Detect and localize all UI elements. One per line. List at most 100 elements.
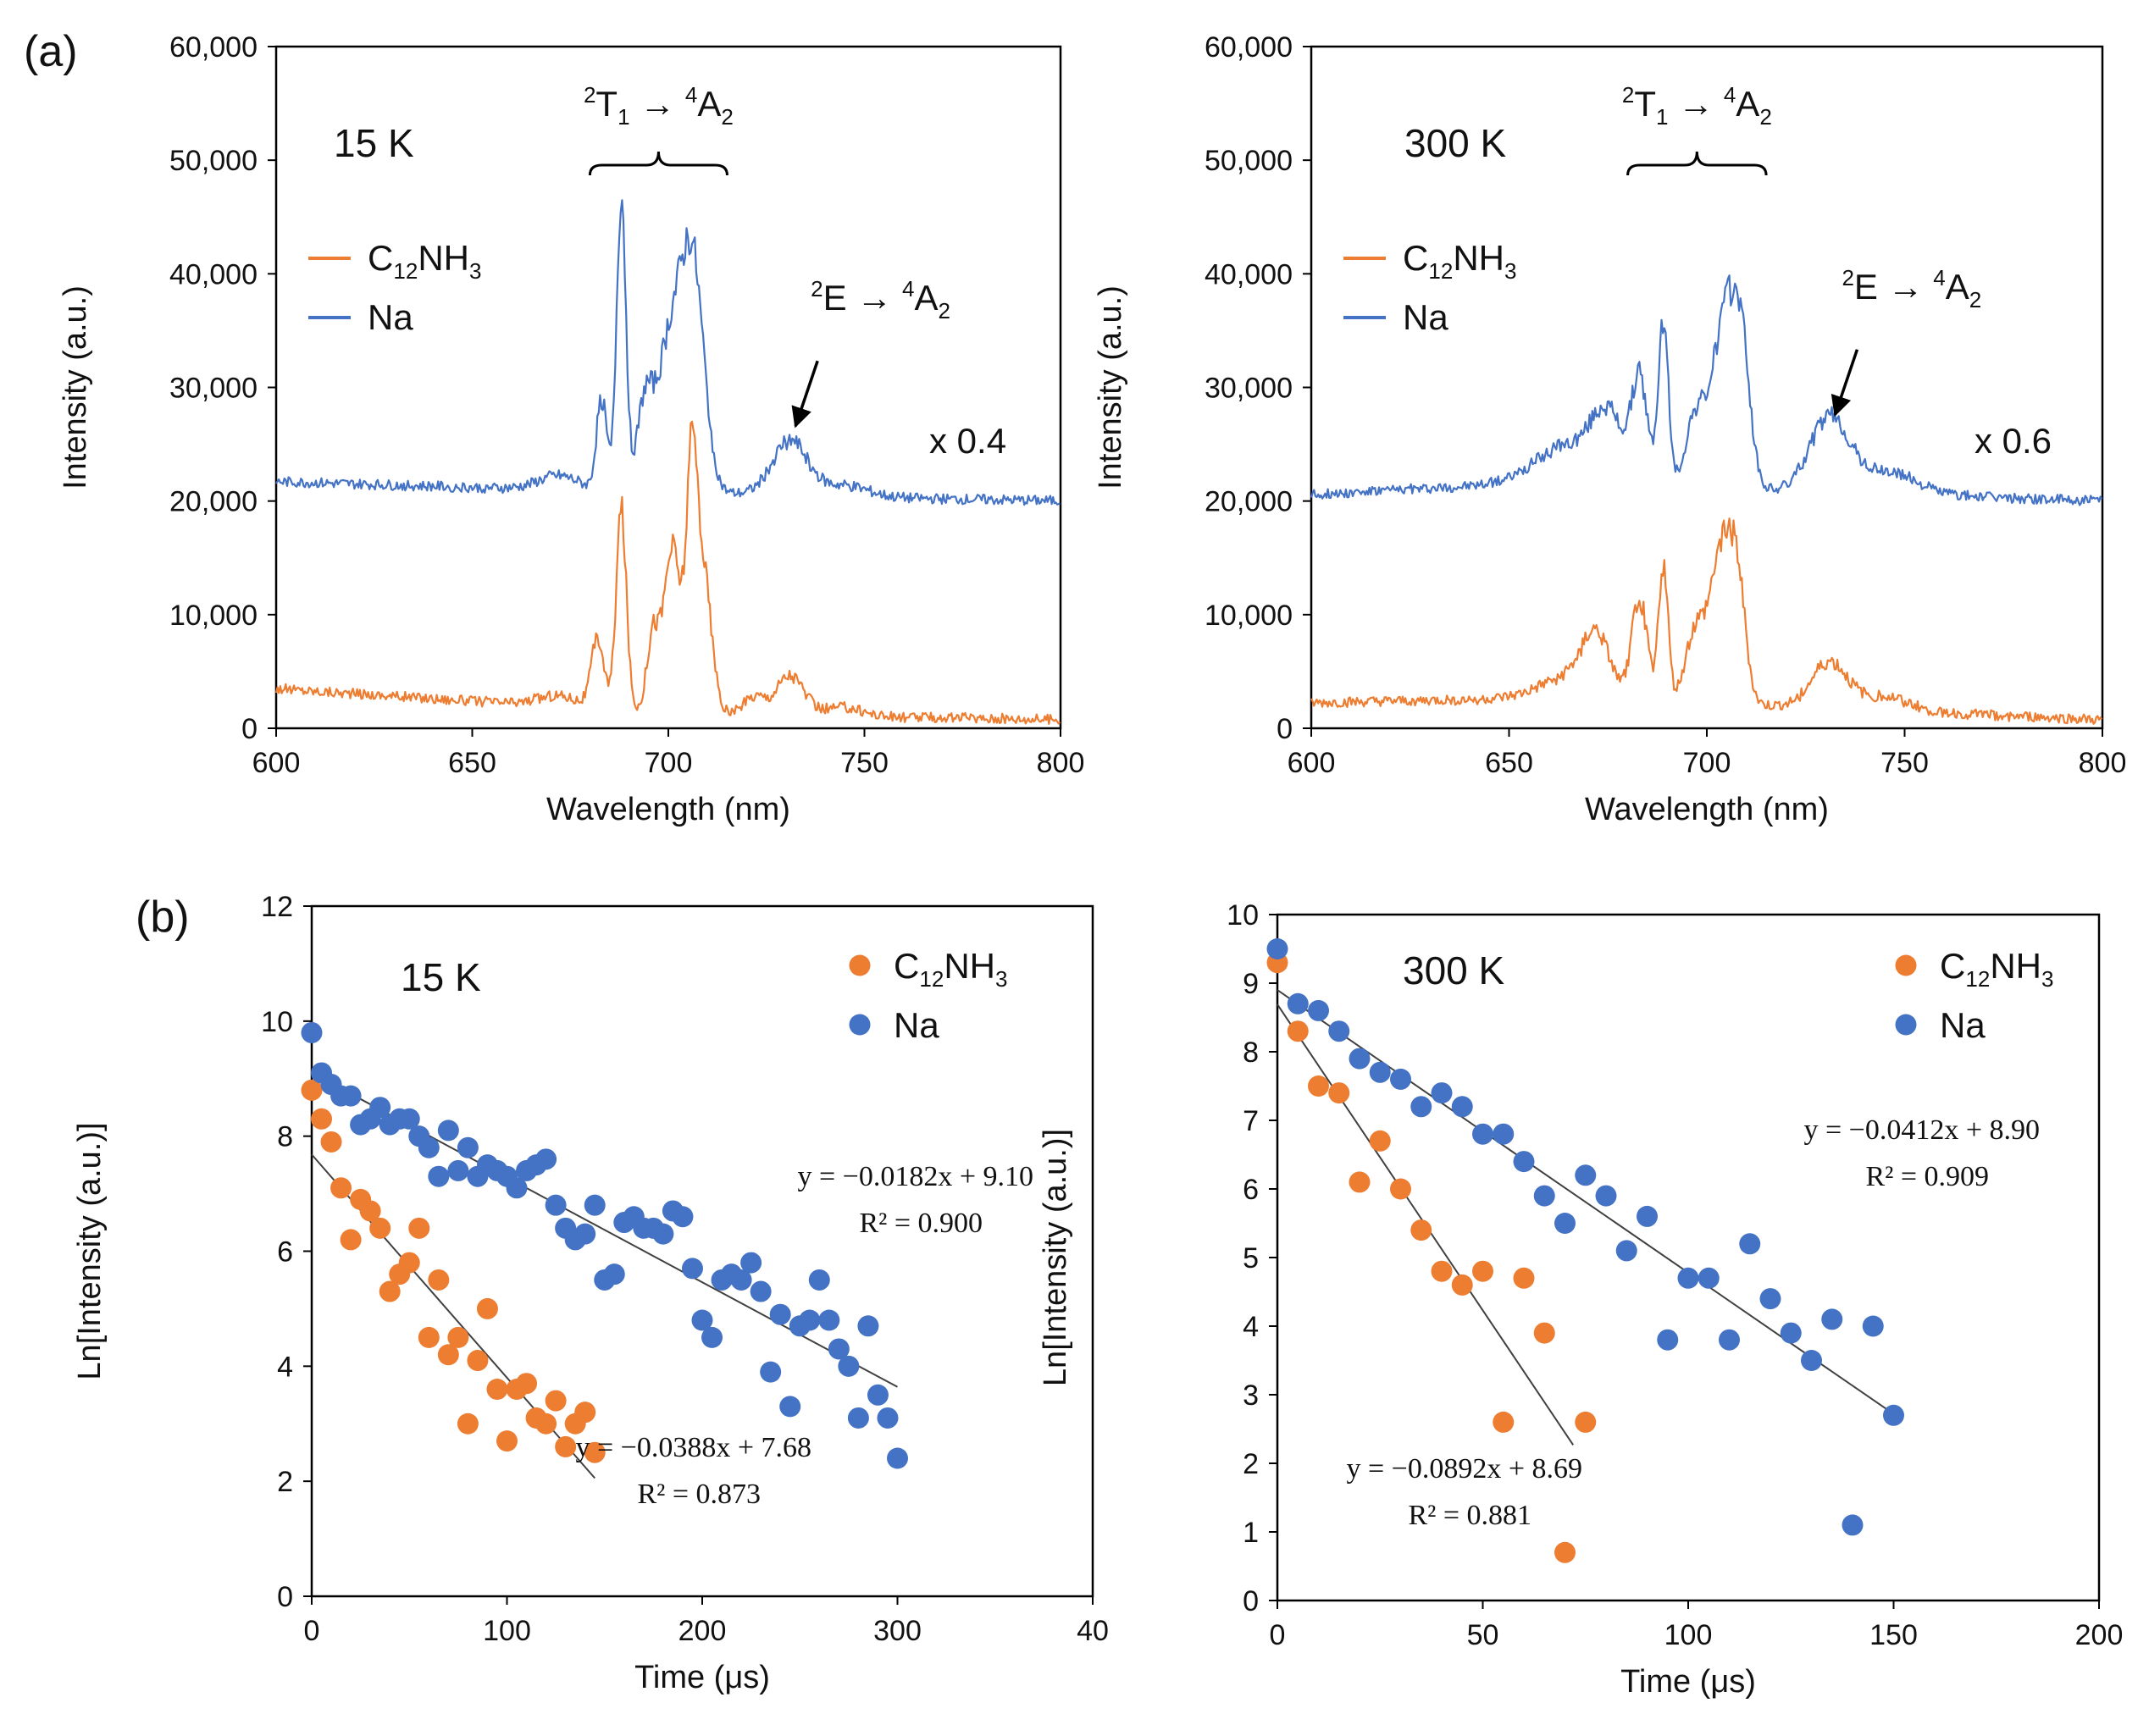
data-point-c12nh3 bbox=[1349, 1171, 1371, 1193]
data-point-na bbox=[818, 1309, 840, 1331]
legend-marker-c12nh3 bbox=[1895, 954, 1917, 976]
chart-b-right-ytick-label: 4 bbox=[1243, 1311, 1259, 1343]
data-point-c12nh3 bbox=[418, 1326, 440, 1348]
data-point-na bbox=[1451, 1096, 1473, 1118]
chart-b-right-ytick-label: 7 bbox=[1243, 1105, 1259, 1137]
data-point-na bbox=[1431, 1082, 1453, 1104]
chart-b-right-ytick-label: 3 bbox=[1243, 1379, 1259, 1412]
data-point-na bbox=[340, 1085, 362, 1107]
data-point-na bbox=[1842, 1514, 1864, 1536]
peak-annotation-part: 4 bbox=[1933, 265, 1945, 290]
legend-label-na-part: Na bbox=[368, 297, 413, 337]
chart-b-right-ytick-label: 10 bbox=[1227, 899, 1259, 932]
data-point-na bbox=[398, 1108, 420, 1130]
data-point-c12nh3 bbox=[467, 1350, 489, 1372]
data-point-na bbox=[857, 1315, 879, 1337]
data-point-c12nh3 bbox=[311, 1108, 333, 1130]
data-point-c12nh3 bbox=[301, 1079, 323, 1101]
peak-annotation-part: 2 bbox=[1969, 287, 1981, 312]
data-point-c12nh3 bbox=[428, 1269, 450, 1291]
chart-b-right-xtick-label: 150 bbox=[1869, 1619, 1918, 1651]
data-point-c12nh3 bbox=[496, 1430, 518, 1452]
legend-label-na: Na bbox=[1403, 297, 1448, 337]
data-point-c12nh3 bbox=[437, 1344, 459, 1366]
fit-r2-na: R² = 0.900 bbox=[859, 1208, 983, 1239]
data-point-c12nh3 bbox=[398, 1252, 420, 1274]
chart-a-left-ytick-label: 60,000 bbox=[169, 31, 258, 64]
data-point-na bbox=[584, 1194, 606, 1216]
legend-marker-na bbox=[1895, 1014, 1917, 1036]
peak-annotation: 2E → 4A2 bbox=[1842, 265, 1981, 312]
chart-b-right-xaxis-title: Time (μs) bbox=[1620, 1664, 1756, 1700]
legend-label-c12nh3: C12NH3 bbox=[368, 238, 481, 284]
legend-label-c12nh3-part: NH bbox=[1990, 946, 2041, 986]
data-point-c12nh3 bbox=[574, 1402, 596, 1424]
data-point-c12nh3 bbox=[457, 1413, 479, 1435]
chart-a-right-ytick-label: 0 bbox=[1277, 713, 1293, 745]
chart-a-right: 0 10,000 20,000 30,000 40,000 50,000 60,000 600… bbox=[1093, 31, 2126, 827]
legend-label-c12nh3-part: C bbox=[368, 238, 393, 278]
data-point-na bbox=[1615, 1240, 1637, 1262]
data-point-c12nh3 bbox=[1451, 1274, 1473, 1296]
data-point-c12nh3 bbox=[1410, 1219, 1432, 1241]
band-annotation-part: 2 bbox=[1759, 104, 1771, 130]
series-line-na bbox=[275, 199, 1061, 506]
data-point-na bbox=[838, 1355, 860, 1377]
chart-a-right-ytick-label: 30,000 bbox=[1205, 373, 1293, 405]
chart-a-right-xtick-label: 750 bbox=[1880, 747, 1929, 779]
chart-b-left-ytick-label: 8 bbox=[277, 1121, 293, 1153]
legend-label-c12nh3: C12NH3 bbox=[1403, 238, 1516, 284]
legend-label-c12nh3-part: NH bbox=[944, 946, 995, 986]
data-point-na bbox=[760, 1361, 782, 1383]
legend-label-na-part: Na bbox=[1940, 1005, 1986, 1045]
chart-b-right-ytick-label: 2 bbox=[1243, 1448, 1259, 1480]
band-annotation-part: → bbox=[1668, 84, 1723, 124]
temperature-label: 15 K bbox=[401, 955, 481, 999]
data-point-na bbox=[301, 1021, 323, 1043]
data-point-na bbox=[1369, 1061, 1391, 1083]
data-point-na bbox=[799, 1309, 821, 1331]
chart-b-left-ytick-label: 6 bbox=[277, 1236, 293, 1269]
band-annotation-part: A bbox=[1736, 84, 1759, 124]
data-point-c12nh3 bbox=[320, 1131, 342, 1153]
band-annotation-part: 4 bbox=[1724, 82, 1736, 108]
chart-b-left-yaxis-title: Ln[Intensity (a.u.)] bbox=[72, 1122, 108, 1379]
legend-label-c12nh3-part: 12 bbox=[1428, 258, 1453, 284]
chart-b-left-ytick-label: 4 bbox=[277, 1351, 293, 1383]
data-point-na bbox=[1575, 1164, 1597, 1186]
chart-a-left-xtick-label: 650 bbox=[448, 747, 496, 779]
data-point-na bbox=[437, 1120, 459, 1142]
legend-marker-c12nh3 bbox=[849, 954, 871, 976]
legend-label-c12nh3-part: 3 bbox=[469, 258, 481, 284]
peak-arrow bbox=[791, 360, 819, 428]
chart-a-left-ytick-label: 0 bbox=[241, 713, 258, 745]
band-annotation-part: T bbox=[595, 84, 618, 124]
data-point-c12nh3 bbox=[535, 1413, 557, 1435]
data-point-na bbox=[808, 1269, 830, 1291]
legend-label-c12nh3-part: NH bbox=[1453, 238, 1504, 278]
data-point-na bbox=[1410, 1096, 1432, 1118]
chart-a-left-ytick-label: 10,000 bbox=[169, 600, 258, 632]
data-point-c12nh3 bbox=[476, 1297, 498, 1319]
band-annotation-part: T bbox=[1634, 84, 1656, 124]
chart-b-left-ytick-label: 12 bbox=[261, 891, 293, 923]
chart-b-right-ytick-label: 6 bbox=[1243, 1174, 1259, 1206]
data-point-na bbox=[1780, 1322, 1802, 1344]
data-point-na bbox=[457, 1136, 479, 1158]
peak-annotation-part: → bbox=[1878, 267, 1933, 307]
chart-a-right-ytick-label: 20,000 bbox=[1205, 486, 1293, 518]
series-line-c12nh3 bbox=[1310, 517, 2103, 725]
data-point-c12nh3 bbox=[555, 1435, 577, 1457]
legend-label-c12nh3-part: C bbox=[1403, 238, 1428, 278]
chart-a-right-xtick-label: 800 bbox=[2079, 747, 2127, 779]
data-point-na bbox=[545, 1194, 567, 1216]
peak-annotation-part: A bbox=[914, 278, 938, 318]
data-point-na bbox=[447, 1159, 469, 1181]
chart-b-left-xtick-label: 300 bbox=[873, 1615, 922, 1647]
peak-annotation-part: 4 bbox=[902, 276, 914, 301]
legend-label-na: Na bbox=[894, 1005, 939, 1045]
peak-annotation-part: 2 bbox=[811, 276, 822, 301]
fit-r2-na: R² = 0.909 bbox=[1865, 1161, 1989, 1192]
data-point-na bbox=[1698, 1267, 1720, 1289]
peak-annotation-part: → bbox=[847, 278, 902, 318]
